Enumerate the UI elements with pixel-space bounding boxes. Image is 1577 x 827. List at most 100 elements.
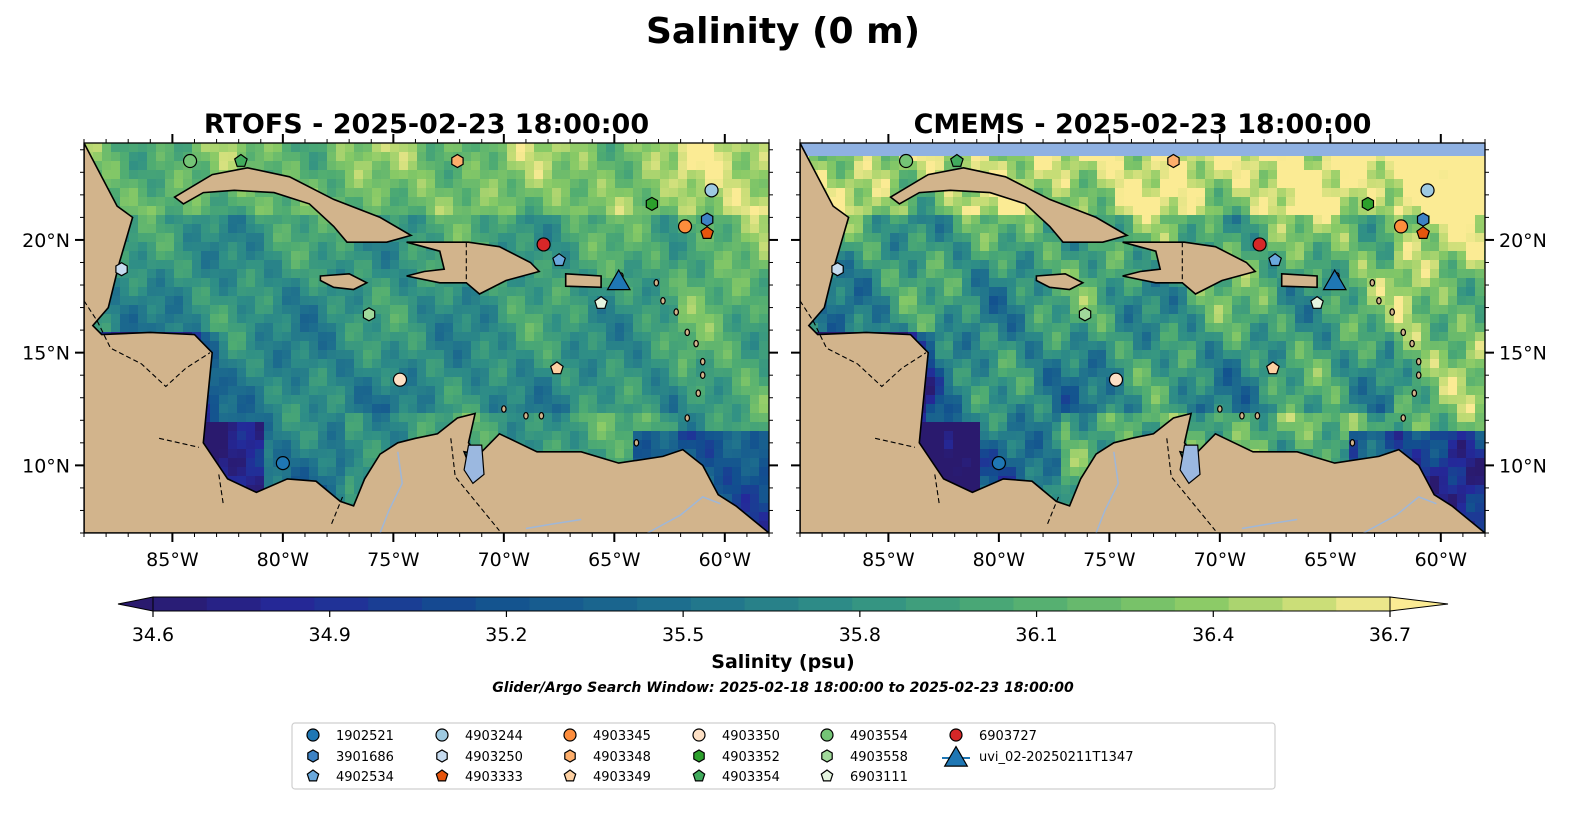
colorbar-label: Salinity (psu)	[711, 651, 854, 673]
lat-tick-label: 20°N	[22, 230, 70, 252]
marker-4903352	[645, 196, 659, 212]
marker-4903354	[233, 153, 248, 167]
legend-entry-label: 1902521	[336, 729, 394, 744]
legend-marker	[306, 728, 320, 742]
legend-marker	[943, 745, 969, 767]
colorbar-tick-label: 36.4	[1192, 624, 1234, 646]
marker-4903333	[1416, 225, 1431, 239]
lon-tick-label: 80°W	[257, 549, 310, 571]
colorbar-tick-label: 35.5	[662, 624, 704, 646]
marker-4903354	[949, 153, 964, 167]
lon-tick-label: 60°W	[1415, 549, 1468, 571]
map-panel-cmems: CMEMS - 2025-02-23 18:00:00 85°W 80°W 75°W 7…	[791, 109, 1547, 571]
legend-entry-label: 6903111	[850, 770, 908, 785]
legend-entry-label: uvi_02-20250211T1347	[979, 750, 1133, 765]
legend-entry-label: 3901686	[336, 750, 394, 765]
search-window-subtitle: Glider/Argo Search Window: 2025-02-18 18…	[492, 680, 1074, 696]
marker-3901686	[1416, 212, 1430, 227]
legend-entry-label: 4903348	[593, 750, 651, 765]
lon-tick-label: 60°W	[699, 549, 752, 571]
marker-uvi_02-20250211T1347	[606, 268, 632, 291]
lon-tick-label: 75°W	[1083, 549, 1136, 571]
lat-tick-label: 15°N	[22, 343, 70, 365]
lon-tick-label: 75°W	[367, 549, 420, 571]
legend-entry-label: 4903349	[593, 770, 651, 785]
legend-entry-label: 4903244	[465, 729, 523, 744]
legend-marker	[820, 769, 834, 782]
legend-entry-label: 4903354	[722, 770, 780, 785]
marker-6903111	[1310, 295, 1324, 309]
legend-entry-label: 4903352	[722, 750, 780, 765]
marker-uvi_02-20250211T1347	[1322, 268, 1348, 291]
marker-4903350	[392, 372, 408, 387]
marker-4903350	[1108, 372, 1124, 387]
marker-6903111	[594, 295, 608, 309]
legend-marker	[307, 749, 319, 763]
colorbar-tick-label: 36.7	[1369, 624, 1411, 646]
lon-tick-label: 65°W	[588, 549, 641, 571]
marker-4903349	[1265, 361, 1280, 375]
marker-4903250	[115, 262, 128, 277]
panel-title: CMEMS - 2025-02-23 18:00:00	[914, 109, 1372, 140]
colorbar-tick-label: 35.8	[839, 624, 881, 646]
marker-6903727	[1252, 237, 1267, 252]
lon-tick-label: 70°W	[1194, 549, 1247, 571]
legend-entry-label: 4903554	[850, 729, 908, 744]
legend-marker	[949, 728, 963, 742]
legend-marker	[692, 728, 706, 742]
colorbar-tick-label: 34.6	[132, 624, 174, 646]
map-panel-rtofs: RTOFS - 2025-02-23 18:00:00 85°W 80°W 75°W 7…	[22, 109, 778, 571]
marker-4903348	[451, 153, 464, 169]
lon-tick-label: 65°W	[1304, 549, 1357, 571]
lat-tick-label: 10°N	[22, 455, 70, 477]
marker-4903250	[831, 262, 844, 277]
marker-4903345	[677, 219, 693, 234]
figure-title: Salinity (0 m)	[646, 11, 920, 52]
marker-1902521	[275, 456, 290, 471]
marker-4903558	[362, 307, 376, 322]
legend-marker	[563, 728, 577, 742]
marker-4903345	[1393, 219, 1409, 234]
marker-4903352	[1361, 196, 1375, 212]
legend-entry-label: 4903345	[593, 729, 651, 744]
panel-title: RTOFS - 2025-02-23 18:00:00	[204, 109, 649, 140]
legend-marker	[820, 728, 834, 742]
legend-marker	[435, 769, 449, 782]
legend-entry-label: 4903558	[850, 750, 908, 765]
marker-4903244	[1420, 183, 1435, 198]
lat-tick-label: 15°N	[1499, 343, 1547, 365]
marker-4903554	[898, 153, 914, 169]
legend-entry-label: 4903333	[465, 770, 523, 785]
legend-entry-label: 6903727	[979, 729, 1037, 744]
lon-tick-label: 70°W	[478, 549, 531, 571]
marker-6903727	[536, 237, 551, 252]
legend-marker	[693, 749, 705, 763]
marker-4903558	[1078, 307, 1092, 322]
legend-marker	[821, 749, 833, 763]
marker-4903554	[182, 153, 198, 169]
legend: 1902521 3901686 4902534 4903244 4903250 49033…	[291, 722, 1276, 790]
legend-marker	[435, 728, 449, 742]
colorbar-tick-label: 36.1	[1015, 624, 1057, 646]
marker-1902521	[991, 456, 1006, 471]
legend-marker	[306, 769, 320, 782]
legend-entry-label: 4903250	[465, 750, 523, 765]
lon-tick-label: 85°W	[146, 549, 199, 571]
marker-4902534	[1268, 252, 1283, 267]
legend-marker	[563, 769, 577, 782]
lon-tick-label: 85°W	[862, 549, 915, 571]
legend-marker	[436, 749, 448, 763]
legend-entry-label: 4902534	[336, 770, 394, 785]
lat-tick-label: 10°N	[1499, 455, 1547, 477]
legend-entry-label: 4903350	[722, 729, 780, 744]
marker-4902534	[552, 252, 567, 267]
marker-4903244	[704, 183, 719, 198]
legend-marker	[692, 769, 706, 782]
marker-3901686	[700, 212, 714, 227]
legend-marker	[564, 749, 576, 763]
lon-tick-label: 80°W	[973, 549, 1026, 571]
colorbar: 34.6 34.9 35.2 35.5 35.8 36.1 36.4 36.7	[117, 596, 1449, 646]
lat-tick-label: 20°N	[1499, 230, 1547, 252]
marker-4903349	[549, 361, 564, 375]
